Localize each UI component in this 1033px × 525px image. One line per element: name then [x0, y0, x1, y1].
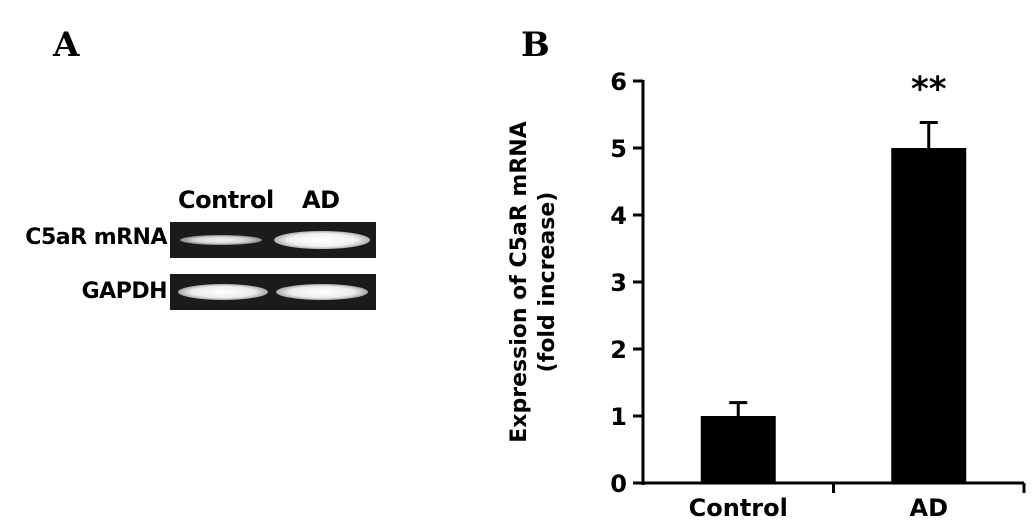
y-axis-title-line-2: (fold increase) — [535, 192, 560, 373]
x-tick-label: Control — [689, 494, 788, 522]
x-tick-label: AD — [910, 494, 949, 522]
y-tick-label: 2 — [610, 336, 627, 364]
y-tick-label: 0 — [610, 470, 627, 498]
gel-band-control-gapdh — [178, 284, 268, 300]
significance-marker: ** — [911, 70, 947, 110]
bar-series: Control AD ** — [689, 70, 967, 522]
panel-b-label: B — [521, 25, 550, 65]
gel-row-label-gapdh: GAPDH — [81, 279, 168, 304]
panel-a-label: A — [53, 25, 80, 65]
gel-column-label-control: Control — [178, 186, 274, 214]
gel-strip-gapdh — [170, 274, 376, 310]
gel-strip-c5ar — [170, 222, 376, 258]
y-axis-title: Expression of C5aR mRNA (fold increase) — [507, 121, 560, 442]
y-axis-title-line-1: Expression of C5aR mRNA — [507, 121, 532, 442]
y-tick-label: 1 — [610, 403, 627, 431]
gel-row-label-c5ar: C5aR mRNA — [25, 225, 167, 250]
gel-column-label-ad: AD — [302, 186, 340, 214]
x-axis — [642, 481, 1026, 493]
y-tick-label: 4 — [610, 202, 627, 230]
y-axis: 0 1 2 3 4 5 6 — [610, 68, 645, 498]
bar-control — [700, 416, 776, 483]
bar-ad — [891, 148, 967, 483]
y-tick-label: 5 — [610, 135, 627, 163]
gel-band-ad-gapdh — [276, 284, 368, 300]
gel-band-ad-c5ar — [274, 231, 370, 249]
y-tick-label: 6 — [610, 68, 627, 96]
y-tick-label: 3 — [610, 269, 627, 297]
gel-band-control-c5ar — [180, 235, 262, 245]
